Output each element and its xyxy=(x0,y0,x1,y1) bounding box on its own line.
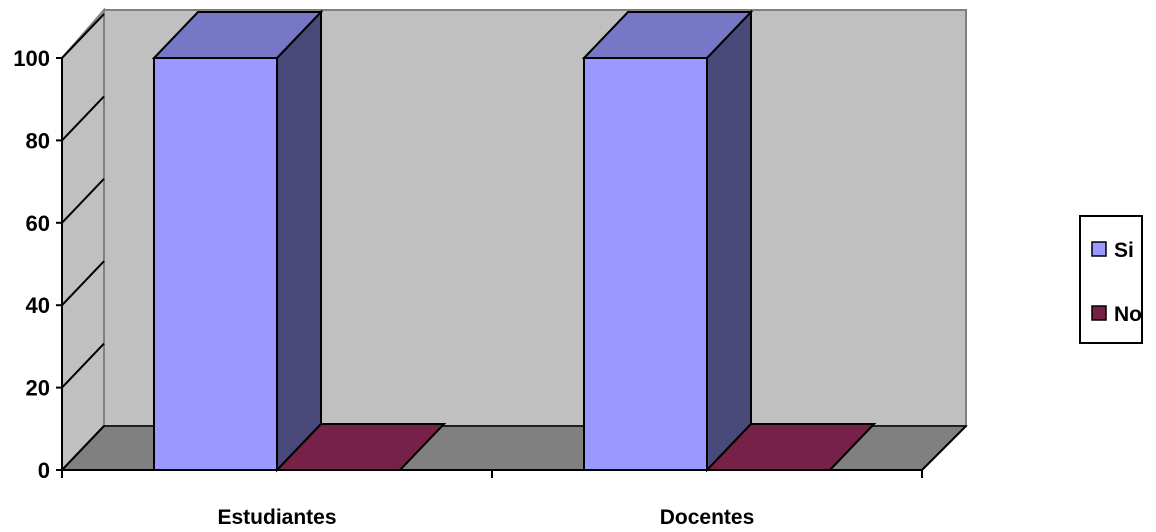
y-tick-label: 100 xyxy=(13,46,50,71)
y-tick-label: 0 xyxy=(38,458,50,483)
bar-no-estudiantes-top xyxy=(274,423,447,471)
legend-box xyxy=(1079,215,1143,344)
bar-si-docentes xyxy=(581,9,754,473)
y-tick-label: 40 xyxy=(26,293,50,318)
bar-si-estudiantes xyxy=(151,9,324,473)
x-tick-label-estudiantes: Estudiantes xyxy=(217,506,336,529)
side-wall xyxy=(61,7,105,473)
bar-si-docentes-front xyxy=(583,57,708,471)
bar-no-docentes xyxy=(704,423,877,471)
y-wall-tick xyxy=(61,260,105,306)
x-axis-depth-line xyxy=(921,425,967,471)
y-wall-tick xyxy=(61,13,105,59)
bar-no-docentes-top xyxy=(704,423,877,471)
legend-swatch-no xyxy=(1091,305,1107,321)
y-tick-label: 20 xyxy=(26,376,50,401)
legend-label-si: Si xyxy=(1114,239,1134,262)
x-tick-label-docentes: Docentes xyxy=(660,506,755,529)
legend: Si No xyxy=(1079,215,1143,344)
y-wall-tick xyxy=(61,95,105,142)
bar-si-estudiantes-top xyxy=(151,11,324,59)
y-wall-tick xyxy=(61,425,105,471)
bar-si-estudiantes-front xyxy=(153,57,278,471)
legend-label-no: No xyxy=(1114,303,1142,326)
y-tick-label: 80 xyxy=(26,128,50,153)
bar-no-estudiantes xyxy=(274,423,447,471)
y-wall-tick xyxy=(61,178,105,224)
y-wall-tick xyxy=(61,342,105,389)
bar-si-estudiantes-side xyxy=(276,9,322,473)
bar-si-docentes-top xyxy=(581,11,754,59)
y-tick-label: 60 xyxy=(26,211,50,236)
bar-si-docentes-side xyxy=(706,9,752,473)
legend-swatch-si xyxy=(1091,241,1107,257)
